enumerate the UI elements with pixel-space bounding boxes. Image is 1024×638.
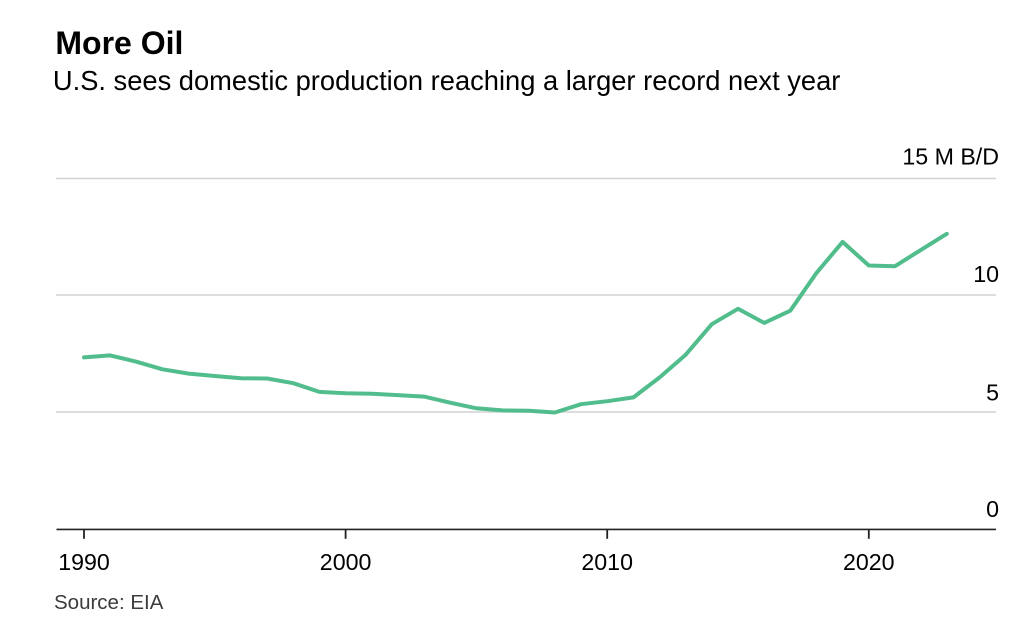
svg-text:5: 5 [986,380,999,406]
svg-text:15 M B/D: 15 M B/D [902,144,999,170]
svg-text:Source: EIA: Source: EIA [54,591,164,614]
svg-text:2000: 2000 [320,549,372,575]
svg-text:0: 0 [986,496,999,522]
svg-text:U.S. sees domestic production: U.S. sees domestic production reaching a… [53,65,840,96]
svg-text:2020: 2020 [843,549,895,575]
svg-text:1990: 1990 [58,549,110,575]
svg-text:10: 10 [973,261,999,287]
svg-text:More Oil: More Oil [55,25,183,61]
svg-text:2010: 2010 [581,549,633,575]
